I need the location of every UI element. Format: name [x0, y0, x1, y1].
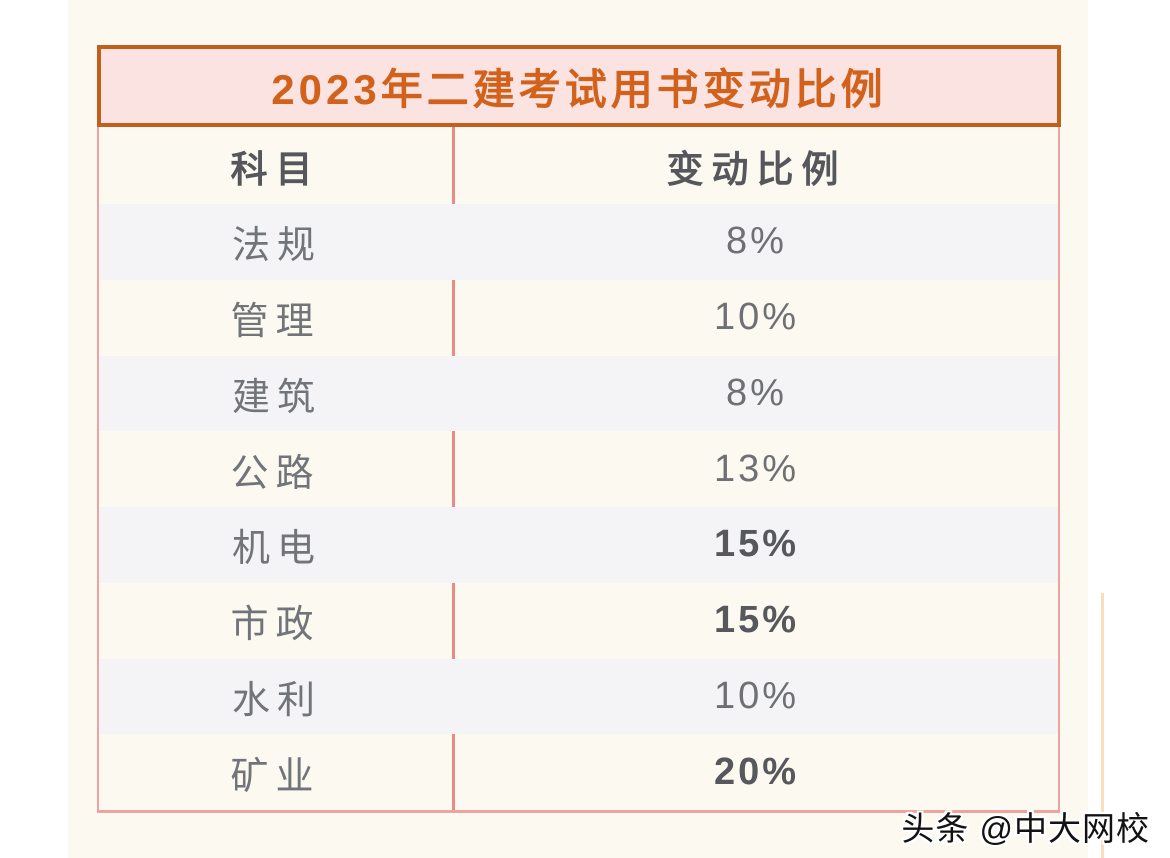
ratio-cell: 10% — [713, 674, 800, 717]
table-row: 矿业 20% — [99, 734, 1058, 810]
ratio-cell: 20% — [713, 750, 800, 793]
subject-cell: 机电 — [231, 528, 322, 571]
table-row: 水利 10% — [99, 658, 1058, 735]
table-header-row: 科目 变动比例 — [99, 127, 1058, 204]
table-row: 公路 13% — [99, 431, 1058, 507]
ratio-cell: 15% — [713, 599, 800, 642]
subject-cell: 建筑 — [231, 376, 322, 419]
table-row: 机电 15% — [99, 507, 1058, 583]
subject-cell: 法规 — [231, 225, 322, 268]
table-row: 市政 15% — [99, 582, 1058, 659]
subject-cell: 公路 — [230, 452, 321, 495]
header-cell-ratio: 变动比例 — [455, 127, 1058, 204]
table-row: 法规 8% — [99, 204, 1058, 280]
header-subject-label: 科目 — [230, 148, 321, 190]
header-ratio-label: 变动比例 — [666, 148, 847, 190]
change-ratio-table: 科目 变动比例 法规 8% 管理 10% 建筑 8% 公路 13% 机电 15% — [97, 127, 1060, 813]
subject-cell: 市政 — [230, 604, 321, 647]
ratio-cell: 13% — [713, 447, 800, 490]
ratio-cell: 15% — [713, 523, 800, 566]
toutiao-watermark: 头条 @中大网校 — [901, 810, 1150, 847]
subject-cell: 矿业 — [230, 755, 321, 798]
page-title: 2023年二建考试用书变动比例 — [271, 65, 887, 113]
subject-cell: 水利 — [231, 679, 322, 722]
header-cell-subject: 科目 — [99, 127, 455, 204]
ratio-cell: 10% — [713, 296, 800, 339]
title-banner: 2023年二建考试用书变动比例 — [97, 45, 1061, 127]
table-row: 管理 10% — [99, 279, 1058, 356]
decorative-vertical-line — [1101, 593, 1104, 858]
table-row: 建筑 8% — [99, 355, 1058, 432]
ratio-cell: 8% — [726, 371, 787, 414]
subject-cell: 管理 — [230, 301, 321, 344]
ratio-cell: 8% — [726, 220, 787, 263]
